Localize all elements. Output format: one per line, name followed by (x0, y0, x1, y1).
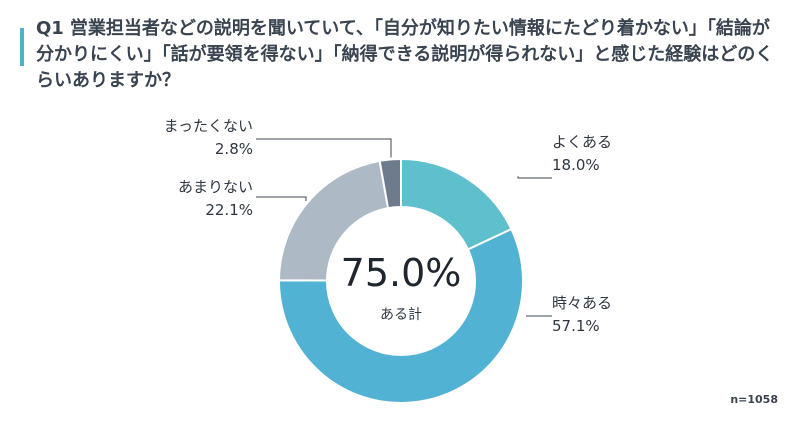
leader-lines (256, 138, 552, 317)
donut-slice-4 (378, 157, 402, 210)
slice-value-label: 57.1% (552, 317, 600, 335)
leader-line-3 (256, 196, 307, 202)
center-total-label: ある計 (380, 307, 422, 323)
question-accent-bar (20, 28, 24, 66)
slice-value-label: 18.0% (552, 156, 600, 174)
center-total-value: 75.0% (341, 251, 462, 295)
slice-category-label: あまりない (178, 178, 253, 196)
question-number: Q1 (36, 18, 64, 39)
sample-size: n=1058 (730, 393, 778, 406)
leader-line-1 (517, 176, 552, 179)
slice-category-label: まったくない (164, 117, 253, 135)
slice-value-label: 22.1% (205, 201, 253, 219)
question-title: Q1 営業担当者などの説明を聞いていて、「自分が知りたい情報にたどり着かない」「結… (36, 16, 781, 94)
donut-slices (277, 157, 524, 404)
leader-line-4 (256, 138, 392, 158)
slice-value-label: 2.8% (215, 140, 253, 158)
donut-slice-2 (278, 227, 524, 404)
question-text: 営業担当者などの説明を聞いていて、「自分が知りたい情報にたどり着かない」「結論が… (36, 18, 774, 91)
slice-category-label: よくある (552, 133, 612, 151)
slice-labels: よくある 18.0% 時々ある 57.1% あまりない 22.1% まったくない 2.8% (164, 117, 612, 335)
slice-category-label: 時々ある (552, 294, 612, 312)
